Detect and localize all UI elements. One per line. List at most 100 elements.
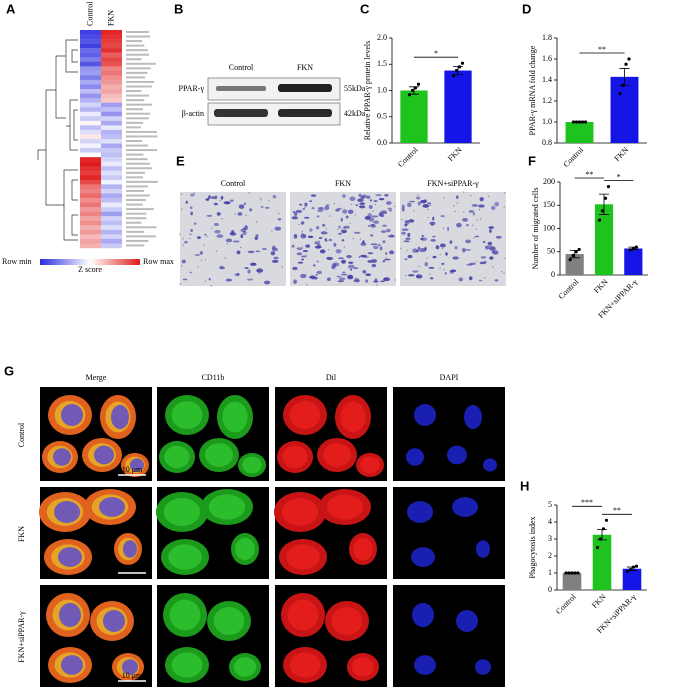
heatmap-cell — [80, 193, 101, 199]
migrated-cell — [301, 258, 304, 261]
pore — [503, 272, 505, 274]
migrated-cell — [388, 234, 395, 238]
heatmap-cell — [101, 175, 122, 181]
migrated-cell — [441, 262, 445, 265]
heatmap-cell — [80, 202, 101, 208]
migrated-cell — [380, 280, 385, 283]
pore — [479, 218, 482, 220]
cell-core — [171, 401, 203, 429]
cell-core — [331, 607, 363, 635]
migrated-cell — [223, 201, 231, 204]
migrated-cell — [450, 269, 457, 273]
gene-label — [126, 244, 145, 247]
migrated-cell — [484, 260, 487, 264]
bar — [565, 122, 594, 143]
migrated-cell — [375, 194, 382, 197]
migrated-cell — [318, 237, 323, 239]
data-point — [625, 569, 630, 573]
heatmap-cell — [80, 157, 101, 162]
heatmap-cell — [101, 161, 122, 167]
migrated-cell — [311, 207, 315, 210]
heatmap-cell — [101, 84, 122, 90]
nucleus — [123, 540, 137, 558]
migrated-cell — [494, 202, 500, 207]
data-point — [634, 245, 638, 249]
migrated-cell — [449, 240, 453, 244]
pore — [453, 205, 455, 207]
pore — [441, 247, 444, 250]
migrated-cell — [389, 209, 392, 212]
migrated-cell — [335, 249, 342, 254]
x-tick-label: FKN — [613, 145, 631, 163]
migrated-cell — [337, 280, 345, 283]
migrated-cell — [373, 220, 380, 224]
migrated-cell — [225, 278, 233, 282]
migrated-cell — [424, 262, 429, 267]
migrated-cell — [307, 235, 314, 239]
heatmap-cell — [101, 43, 122, 49]
bar — [610, 76, 639, 143]
cell-core — [171, 652, 203, 678]
y-tick-label: 0.8 — [542, 138, 552, 147]
migrated-cell — [382, 224, 387, 227]
bar — [624, 248, 643, 275]
gene-label — [126, 180, 158, 183]
significance-label: ** — [585, 170, 593, 179]
migrated-cell — [208, 277, 211, 281]
heatmap-cell — [80, 225, 101, 231]
nucleus — [61, 655, 83, 675]
cell-core — [282, 445, 308, 469]
heatmap-cell — [101, 129, 122, 135]
gene-label — [126, 35, 151, 38]
migrated-cell — [407, 232, 411, 238]
migrated-cell — [389, 250, 395, 255]
migrated-cell — [324, 238, 327, 242]
heatmap-cell — [80, 39, 101, 44]
migrated-cell — [208, 195, 211, 200]
heatmap-cell — [80, 139, 101, 144]
pore — [472, 224, 474, 226]
pore — [301, 230, 304, 233]
heatmap-cell — [101, 184, 122, 190]
migrated-cell — [464, 249, 471, 251]
x-tick-label: Control — [554, 592, 578, 616]
gene-label — [126, 49, 148, 52]
data-point — [583, 120, 588, 124]
migrated-cell — [380, 210, 388, 215]
pore — [305, 273, 307, 276]
pore — [478, 208, 481, 211]
pore — [306, 284, 308, 286]
heatmap-cell — [80, 93, 101, 99]
pore — [456, 202, 459, 204]
migrated-cell — [242, 230, 247, 236]
cell-core — [233, 657, 257, 677]
migrated-cell — [420, 237, 428, 241]
migrated-cell — [444, 272, 447, 275]
migrated-cell — [194, 222, 197, 225]
cell-core — [164, 445, 190, 469]
migrated-cell — [185, 200, 188, 204]
pore — [226, 242, 228, 245]
migrated-cell — [315, 273, 318, 277]
nucleus — [476, 540, 490, 558]
pore — [203, 244, 205, 246]
pore — [394, 279, 396, 281]
pore — [325, 228, 328, 230]
gene-label — [126, 112, 151, 115]
migrated-cell — [345, 215, 349, 219]
heatmap-cell — [101, 202, 122, 208]
migrated-cell — [247, 269, 251, 274]
migrated-cell — [316, 215, 320, 218]
migrated-cell — [337, 232, 342, 235]
bar — [592, 534, 612, 590]
pore — [350, 203, 353, 206]
pore — [401, 219, 403, 221]
migrated-cell — [407, 274, 415, 277]
migrated-cell — [452, 256, 459, 260]
western-blot — [207, 77, 341, 126]
cell-core — [163, 498, 201, 526]
pore — [376, 284, 378, 286]
scale-bar-label: 10 μm — [122, 465, 143, 474]
gene-label — [126, 108, 143, 111]
data-point — [595, 545, 600, 550]
